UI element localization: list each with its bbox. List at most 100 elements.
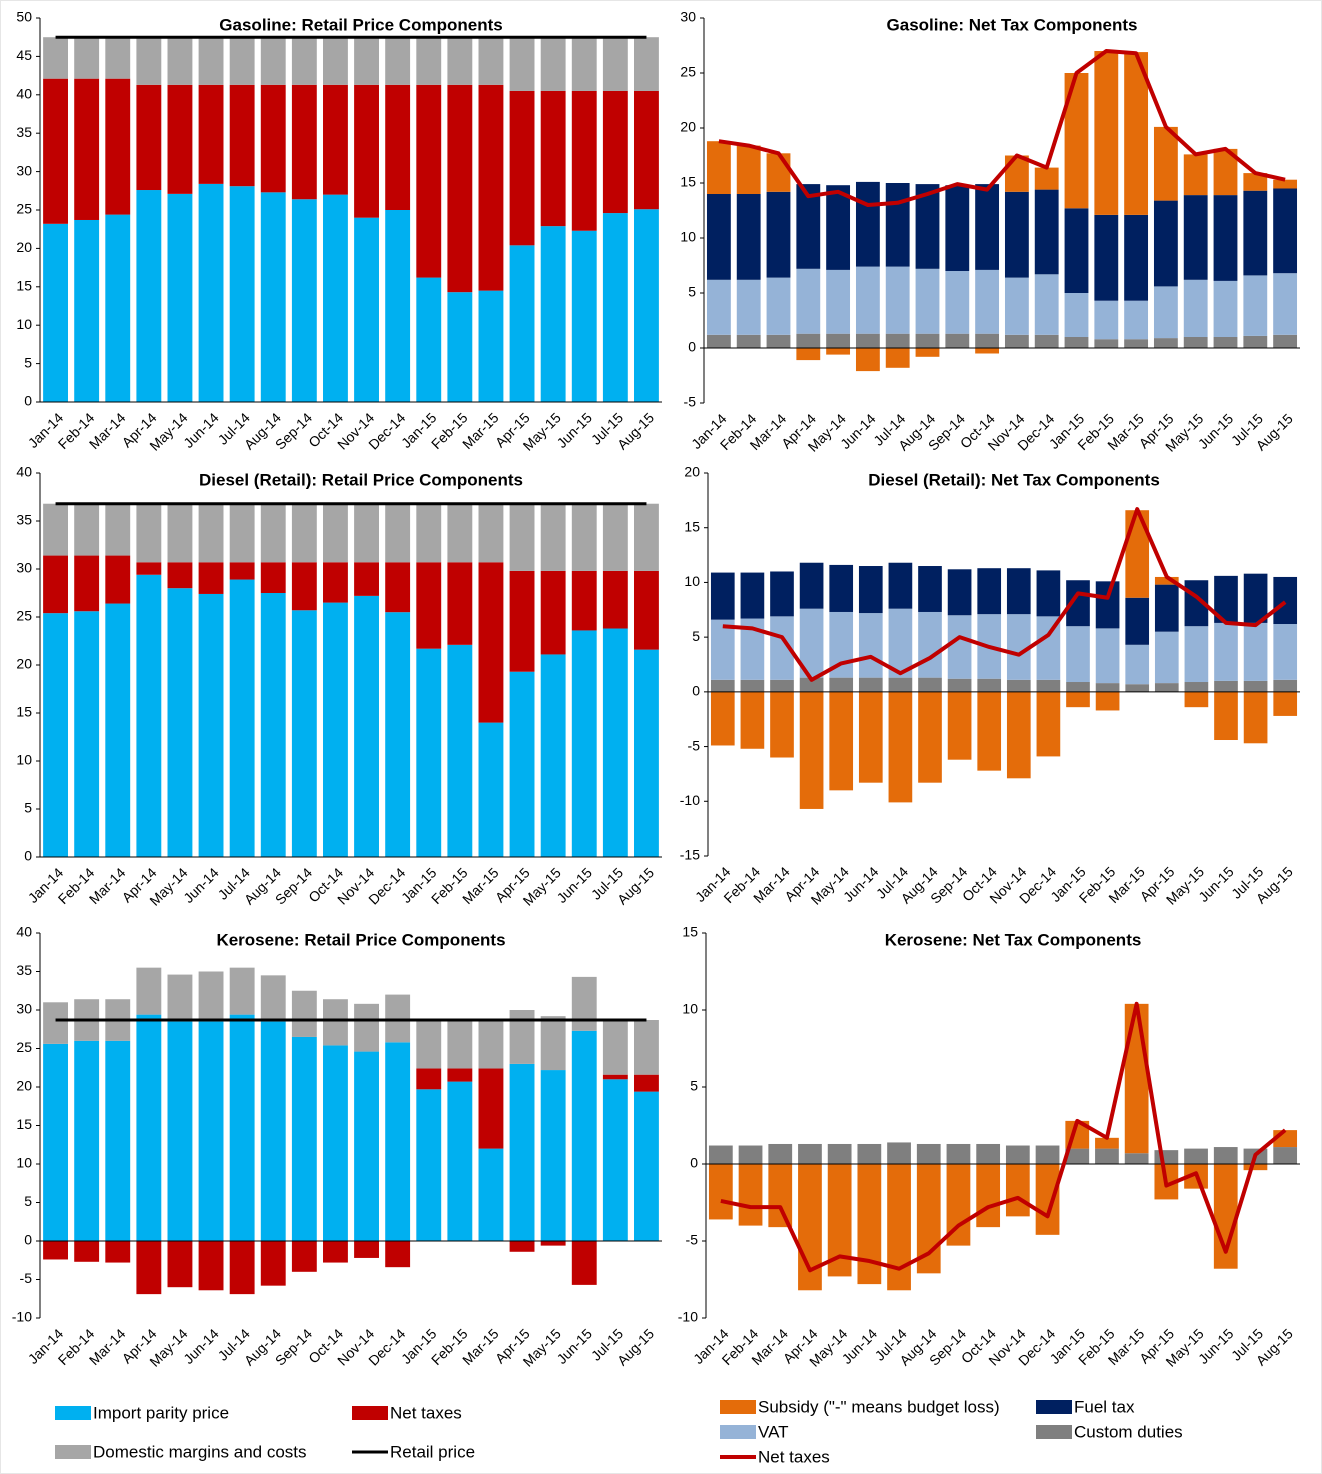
bar [1125, 684, 1150, 692]
bar [1095, 1148, 1119, 1164]
bar [738, 1145, 763, 1164]
bar [136, 1014, 162, 1241]
bar [509, 90, 535, 246]
bar [43, 1043, 68, 1241]
bar [1095, 683, 1120, 692]
bar [977, 691, 1002, 771]
y-tick-label: -5 [20, 1270, 33, 1286]
bar [416, 1020, 442, 1069]
bar [1214, 691, 1238, 741]
bar [167, 1021, 193, 1241]
bar [888, 691, 913, 803]
bar [634, 1020, 659, 1075]
bar [105, 37, 131, 79]
bar [1095, 628, 1120, 684]
bar [918, 611, 942, 678]
bar [634, 649, 659, 857]
bar [509, 1010, 535, 1064]
bar [918, 691, 942, 783]
bar [74, 78, 100, 220]
bar [1183, 279, 1208, 337]
bar [74, 503, 100, 556]
bar [634, 570, 659, 650]
bar [1066, 580, 1090, 627]
bar [1243, 573, 1268, 623]
bar [1214, 680, 1238, 692]
bar [975, 269, 1000, 334]
bar [323, 194, 348, 402]
bar [136, 967, 162, 1015]
bar [447, 1068, 473, 1082]
legend-swatch [1036, 1425, 1072, 1439]
bar [198, 37, 224, 85]
bar [509, 245, 535, 402]
bar [105, 503, 131, 556]
chart-title: Diesel (Retail): Net Tax Components [868, 470, 1160, 489]
bar [915, 184, 940, 269]
bar [976, 1164, 1001, 1228]
bar [770, 616, 794, 680]
bar [888, 562, 913, 609]
bar [602, 37, 628, 91]
bar [766, 334, 791, 348]
bar [946, 1164, 971, 1246]
bar [708, 1145, 733, 1164]
bar [1183, 337, 1208, 348]
bar [43, 223, 68, 402]
bar [799, 691, 824, 809]
bar [1006, 691, 1031, 779]
bar [323, 999, 348, 1046]
bar [1125, 644, 1150, 685]
bar [945, 333, 970, 348]
bar [447, 644, 473, 857]
bar [260, 1241, 286, 1286]
bar [1094, 214, 1119, 301]
bar [1005, 1145, 1030, 1164]
x-tick-label: Jun-15 [553, 1325, 595, 1367]
bar [1095, 581, 1120, 629]
bar [447, 84, 473, 293]
y-tick-label: 20 [16, 656, 32, 672]
bar [796, 184, 821, 269]
bar [198, 503, 224, 563]
bar [43, 613, 68, 857]
bar [291, 562, 317, 611]
bar [947, 569, 972, 616]
x-tick-label: Jun-14 [180, 1325, 222, 1367]
bar [478, 722, 504, 857]
x-tick-label: Jun-15 [553, 864, 595, 906]
bar [167, 37, 193, 85]
bar [323, 1241, 348, 1263]
y-tick-label: 25 [680, 64, 696, 80]
bar [478, 1020, 504, 1069]
y-tick-label: 10 [680, 229, 696, 245]
bar [945, 271, 970, 334]
y-tick-label: 5 [690, 1078, 698, 1094]
bar [708, 1164, 733, 1220]
bar [796, 348, 821, 361]
y-tick-label: 30 [680, 9, 696, 25]
legend-label: Custom duties [1074, 1422, 1183, 1441]
bar [509, 1063, 535, 1241]
bar [1243, 275, 1268, 336]
y-tick-label: -15 [680, 847, 700, 863]
bar [291, 503, 317, 563]
bar [260, 562, 286, 593]
bar [198, 1021, 224, 1241]
bar [416, 562, 442, 649]
bar [796, 268, 821, 334]
bar [1034, 334, 1059, 348]
bar [167, 503, 193, 563]
bar [416, 1068, 442, 1090]
bar [385, 1042, 411, 1241]
bar [167, 1241, 193, 1288]
y-tick-label: 15 [16, 704, 32, 720]
bar [385, 612, 411, 857]
bar [1183, 154, 1208, 196]
y-tick-label: 20 [680, 119, 696, 135]
bar [885, 333, 910, 348]
y-tick-label: -5 [686, 1232, 699, 1248]
legend-label: Subsidy ("-" means budget loss) [758, 1397, 1000, 1416]
bar [798, 1143, 822, 1164]
y-tick-label: 15 [684, 518, 700, 534]
